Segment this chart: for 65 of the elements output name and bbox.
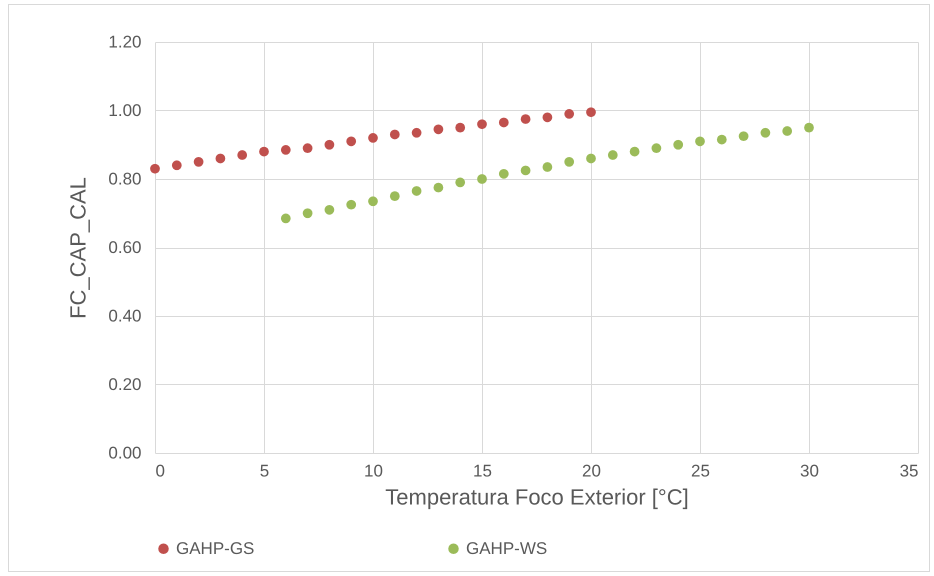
y-tick-label: 1.00 <box>108 101 142 120</box>
point <box>390 130 400 140</box>
point <box>738 131 748 142</box>
point <box>150 164 160 174</box>
x-tick-label: 0 <box>156 462 165 480</box>
point <box>608 150 618 160</box>
point <box>716 134 727 144</box>
point <box>390 191 400 201</box>
point <box>216 154 226 164</box>
point <box>434 124 444 134</box>
x-tick-label: 30 <box>800 462 819 480</box>
y-tick-label: 0.60 <box>108 238 142 257</box>
x-axis-title: Temperatura Foco Exterior [°C] <box>385 484 689 510</box>
y-tick-label: 0.40 <box>108 306 142 326</box>
point <box>542 162 552 172</box>
point <box>324 140 334 150</box>
point <box>368 133 378 143</box>
point <box>368 196 378 206</box>
y-axis-title: FC_CAP_CAL <box>65 177 90 319</box>
y-tick-label: 0.00 <box>108 444 142 462</box>
point <box>346 136 356 146</box>
point <box>760 128 770 138</box>
point <box>564 109 574 119</box>
point <box>804 122 814 132</box>
point <box>194 157 204 167</box>
point <box>498 169 509 179</box>
point <box>346 200 356 210</box>
point <box>280 214 291 224</box>
point <box>302 143 312 154</box>
point <box>630 146 640 156</box>
point <box>434 182 444 192</box>
point <box>280 145 291 155</box>
x-tick-label: 15 <box>473 462 492 480</box>
point <box>542 112 552 122</box>
point <box>172 160 182 170</box>
point <box>782 126 792 136</box>
point <box>652 143 662 154</box>
point <box>673 140 684 150</box>
point <box>586 154 596 164</box>
point <box>695 136 705 146</box>
point <box>477 174 487 184</box>
x-tick-label: 20 <box>582 462 601 480</box>
legend-label: GAHP-WS <box>466 538 548 558</box>
point <box>564 157 574 167</box>
point <box>302 208 312 218</box>
x-tick-label: 35 <box>900 462 918 480</box>
point <box>520 114 530 124</box>
point <box>324 204 334 215</box>
legend-label: GAHP-GS <box>176 538 254 558</box>
point <box>455 178 466 188</box>
point <box>498 118 509 128</box>
y-tick-label: 0.80 <box>108 170 142 188</box>
x-tick-label: 10 <box>364 462 383 480</box>
point <box>477 119 487 130</box>
point <box>237 150 248 160</box>
point <box>412 186 422 196</box>
point <box>455 122 466 132</box>
x-tick-label: 5 <box>260 462 270 480</box>
point <box>586 107 596 118</box>
point <box>259 146 269 156</box>
y-tick-label: 1.20 <box>108 32 142 52</box>
x-tick-label: 25 <box>691 462 710 480</box>
point <box>520 166 530 176</box>
y-tick-label: 0.20 <box>108 375 142 394</box>
point <box>412 128 422 138</box>
